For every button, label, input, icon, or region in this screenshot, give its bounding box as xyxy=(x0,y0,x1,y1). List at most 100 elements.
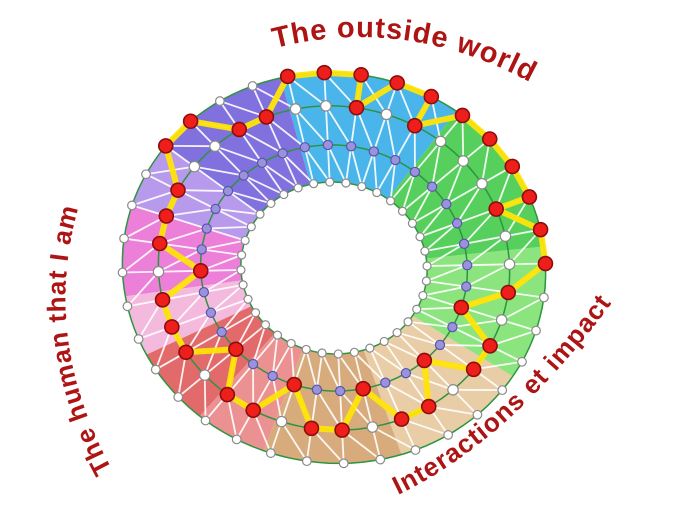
white-node xyxy=(122,301,133,312)
white-node xyxy=(238,280,248,290)
white-node xyxy=(531,325,541,336)
white-node xyxy=(260,320,271,330)
mesh-line xyxy=(131,189,179,207)
mesh-line xyxy=(303,147,315,184)
purple-node xyxy=(447,321,458,333)
white-node xyxy=(265,448,276,458)
red-node xyxy=(355,380,371,397)
red-node xyxy=(423,88,440,105)
white-node xyxy=(349,347,359,357)
mesh-line xyxy=(280,421,308,462)
white-node xyxy=(457,155,470,167)
mesh-line xyxy=(316,352,323,390)
mesh-line xyxy=(426,264,468,282)
white-node xyxy=(293,183,303,193)
mesh-line xyxy=(341,429,381,461)
white-node xyxy=(410,445,421,455)
label-human-that-i-am-text: The human that I am xyxy=(41,201,116,480)
white-node xyxy=(188,160,201,173)
white-node xyxy=(476,177,488,190)
white-node xyxy=(415,232,425,242)
red-node xyxy=(453,299,470,316)
yellow-route-path xyxy=(156,69,549,434)
mesh-line xyxy=(426,280,467,288)
red-node xyxy=(353,67,369,83)
mesh-line xyxy=(193,165,229,192)
red-node xyxy=(182,113,199,130)
mesh-line xyxy=(287,75,327,107)
red-node xyxy=(488,201,504,217)
purple-node xyxy=(458,238,470,250)
mesh-line xyxy=(383,340,407,374)
white-node xyxy=(503,258,516,271)
purple-node xyxy=(198,286,210,298)
donut-hole xyxy=(240,182,428,354)
red-node xyxy=(532,221,549,238)
red-node xyxy=(279,68,296,85)
white-node xyxy=(198,369,211,381)
mesh-line xyxy=(177,189,229,192)
purple-node xyxy=(345,141,357,152)
mesh-line xyxy=(401,186,433,212)
mesh-line xyxy=(360,151,375,187)
white-node xyxy=(272,330,283,340)
mesh-line xyxy=(194,165,244,177)
white-node xyxy=(412,304,422,314)
mesh-line xyxy=(206,227,246,242)
white-node xyxy=(266,198,276,209)
mesh-line xyxy=(424,242,465,253)
mesh-line xyxy=(345,146,352,184)
white-node xyxy=(301,456,312,467)
mesh-line xyxy=(369,347,407,374)
white-node xyxy=(499,230,512,242)
mesh-line xyxy=(501,319,537,332)
red-node xyxy=(537,255,554,272)
mesh-line xyxy=(439,344,491,347)
white-node xyxy=(209,140,221,152)
mesh-line xyxy=(489,329,537,347)
white-node xyxy=(317,348,327,358)
mesh-line xyxy=(466,235,506,266)
mesh-line xyxy=(203,269,242,293)
purple-node xyxy=(256,157,268,169)
white-node xyxy=(214,96,225,106)
mesh-line xyxy=(325,105,352,147)
red-node xyxy=(178,344,194,361)
mesh-line xyxy=(463,235,506,245)
mesh-line xyxy=(122,270,159,274)
white-node xyxy=(250,308,261,318)
purple-node xyxy=(409,166,421,178)
purple-node xyxy=(380,377,391,388)
white-node xyxy=(289,103,302,115)
white-node xyxy=(133,334,144,344)
purple-node xyxy=(196,244,207,255)
mesh-line xyxy=(405,372,454,391)
mesh-line xyxy=(445,160,465,205)
purple-node xyxy=(451,218,463,229)
mesh-line xyxy=(372,151,378,193)
mesh-line xyxy=(227,190,261,215)
mesh-line xyxy=(426,243,465,267)
mesh-line xyxy=(411,203,447,225)
white-node xyxy=(407,218,418,228)
white-node xyxy=(173,392,184,402)
mesh-line xyxy=(294,108,329,146)
mesh-line xyxy=(203,375,207,421)
mesh-line xyxy=(501,296,545,321)
mesh-line xyxy=(401,418,449,436)
white-node xyxy=(392,327,402,338)
red-node xyxy=(393,411,410,427)
mesh-line xyxy=(206,225,252,230)
red-node xyxy=(231,121,248,138)
white-node xyxy=(495,314,508,326)
white-node xyxy=(375,454,386,465)
mesh-line xyxy=(389,171,416,202)
mesh-line xyxy=(424,222,458,252)
mesh-line xyxy=(467,263,510,267)
white-node xyxy=(301,344,311,355)
white-node xyxy=(366,421,379,433)
mesh-line xyxy=(428,405,478,416)
mesh-line xyxy=(407,321,441,346)
mesh-line xyxy=(353,351,386,384)
red-node xyxy=(481,131,498,147)
